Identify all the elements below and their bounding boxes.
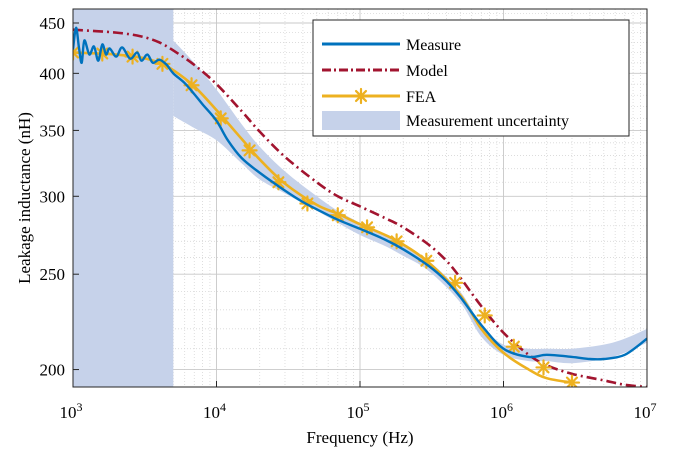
legend-fea-asterisk bbox=[352, 87, 370, 105]
y-axis-title: Leakage inductance (nH) bbox=[15, 112, 34, 284]
fea-marker-stroke bbox=[537, 361, 550, 374]
x-axis-title: Frequency (Hz) bbox=[306, 428, 413, 447]
x-tick-label: 104 bbox=[203, 400, 226, 422]
measure-line bbox=[73, 26, 647, 361]
y-tick-label: 200 bbox=[40, 361, 66, 380]
x-tick-label: 103 bbox=[60, 400, 83, 422]
x-tick-label: 106 bbox=[490, 400, 513, 422]
fea-marker-stroke bbox=[507, 340, 520, 353]
legend-uncertainty-swatch bbox=[322, 111, 400, 130]
uncertainty-band-layer bbox=[73, 9, 647, 387]
fea-marker bbox=[535, 359, 552, 376]
legend-fea-marker bbox=[352, 87, 370, 105]
fea-marker bbox=[447, 274, 464, 291]
fea-marker-stroke bbox=[156, 57, 169, 70]
model-line bbox=[73, 28, 647, 387]
x-tick-label: 105 bbox=[347, 400, 370, 422]
fea-marker-stroke bbox=[566, 376, 579, 387]
fea-marker-stroke bbox=[272, 176, 285, 189]
y-tick-label: 400 bbox=[40, 64, 66, 83]
fea-marker bbox=[505, 338, 522, 355]
legend: Measure Model FEA Measurement uncertaint… bbox=[312, 19, 630, 137]
y-tick-label: 300 bbox=[40, 187, 66, 206]
fea-marker-stroke bbox=[478, 309, 491, 322]
fea-marker bbox=[73, 44, 82, 61]
series-layer bbox=[73, 26, 647, 387]
y-tick-label: 350 bbox=[40, 121, 66, 140]
fea-marker-stroke bbox=[243, 144, 256, 157]
legend-fea-asterisk-stroke bbox=[354, 89, 368, 103]
y-tick-label: 250 bbox=[40, 265, 66, 284]
x-tick-label: 107 bbox=[634, 400, 657, 422]
legend-fea-label: FEA bbox=[406, 89, 437, 106]
y-tick-label: 450 bbox=[40, 14, 66, 33]
fea-marker bbox=[476, 307, 493, 324]
fea-marker bbox=[241, 142, 258, 159]
legend-uncertainty-label: Measurement uncertainty bbox=[406, 113, 569, 130]
legend-model-label: Model bbox=[406, 63, 448, 80]
ticks: 103 104 105 106 107 200 250 300 350 400 450 bbox=[40, 14, 657, 422]
fea-marker-stroke bbox=[73, 50, 80, 59]
legend-measure-label: Measure bbox=[406, 37, 461, 54]
fea-marker-stroke bbox=[73, 46, 80, 55]
uncertainty-band-low-frequency bbox=[73, 9, 174, 387]
fea-marker-stroke bbox=[420, 254, 433, 267]
fea-marker bbox=[563, 374, 581, 387]
fea-marker bbox=[388, 233, 405, 250]
